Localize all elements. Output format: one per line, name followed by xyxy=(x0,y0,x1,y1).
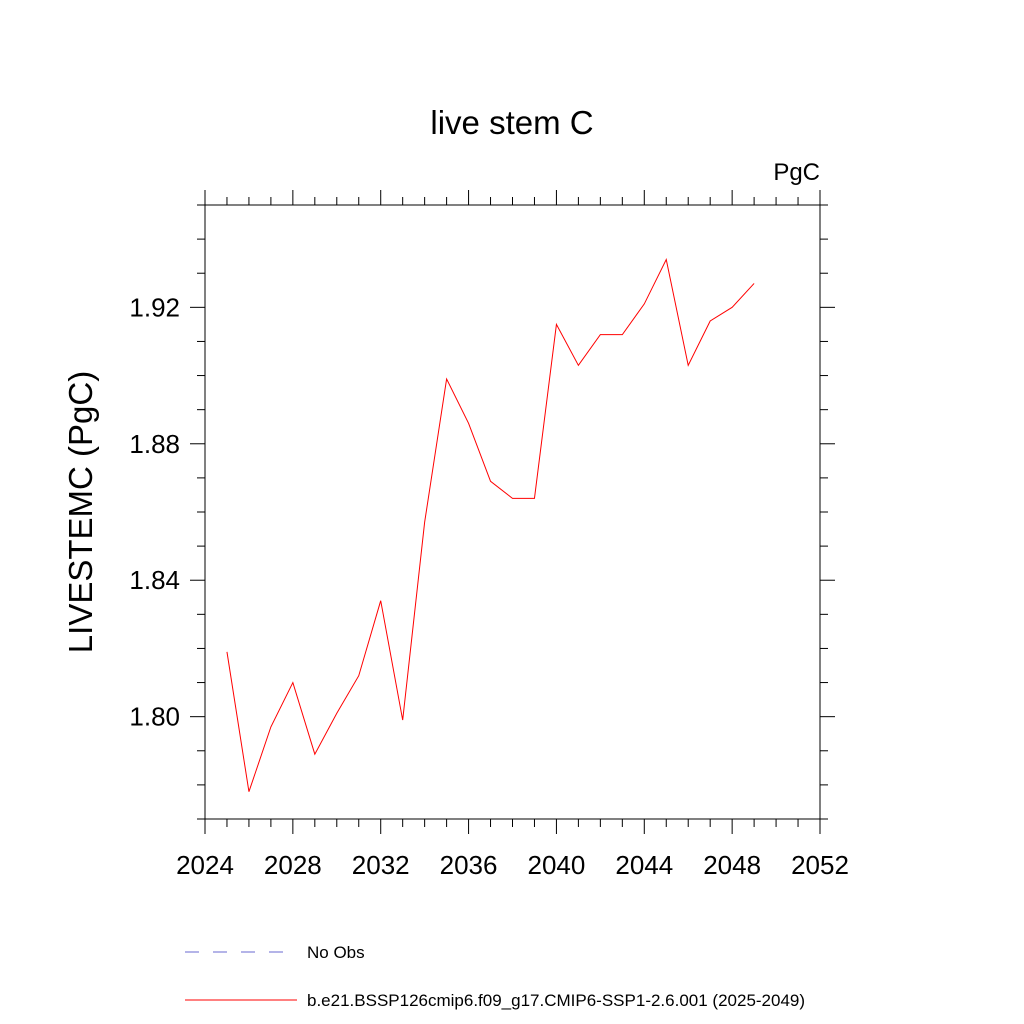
x-tick-label: 2048 xyxy=(703,850,761,880)
legend-no-obs-label: No Obs xyxy=(307,943,365,962)
y-tick-label: 1.88 xyxy=(129,429,180,459)
x-tick-label: 2032 xyxy=(352,850,410,880)
series-layer xyxy=(226,258,755,792)
x-tick-label: 2028 xyxy=(264,850,322,880)
legend-series-label: b.e21.BSSP126cmip6.f09_g17.CMIP6-SSP1-2.… xyxy=(307,991,805,1010)
chart-title: live stem C xyxy=(430,104,593,141)
y-tick-label: 1.84 xyxy=(129,565,180,595)
y-tick-label: 1.92 xyxy=(129,292,180,322)
x-tick-label: 2052 xyxy=(791,850,849,880)
x-tick-label: 2036 xyxy=(440,850,498,880)
legend: No Obs b.e21.BSSP126cmip6.f09_g17.CMIP6-… xyxy=(185,943,805,1010)
axis-ticks: 2024 2028 2032 2036 2040 2044 2048 2052 1.80 1.84… xyxy=(129,190,849,880)
series-line-0 xyxy=(226,258,755,792)
plot-frame xyxy=(204,204,821,820)
x-tick-label: 2024 xyxy=(176,850,234,880)
y-axis-label: LIVESTEMC (PgC) xyxy=(62,371,99,653)
units-label: PgC xyxy=(773,159,820,186)
x-tick-label: 2044 xyxy=(615,850,673,880)
y-tick-label: 1.80 xyxy=(129,702,180,732)
x-tick-label: 2040 xyxy=(528,850,586,880)
